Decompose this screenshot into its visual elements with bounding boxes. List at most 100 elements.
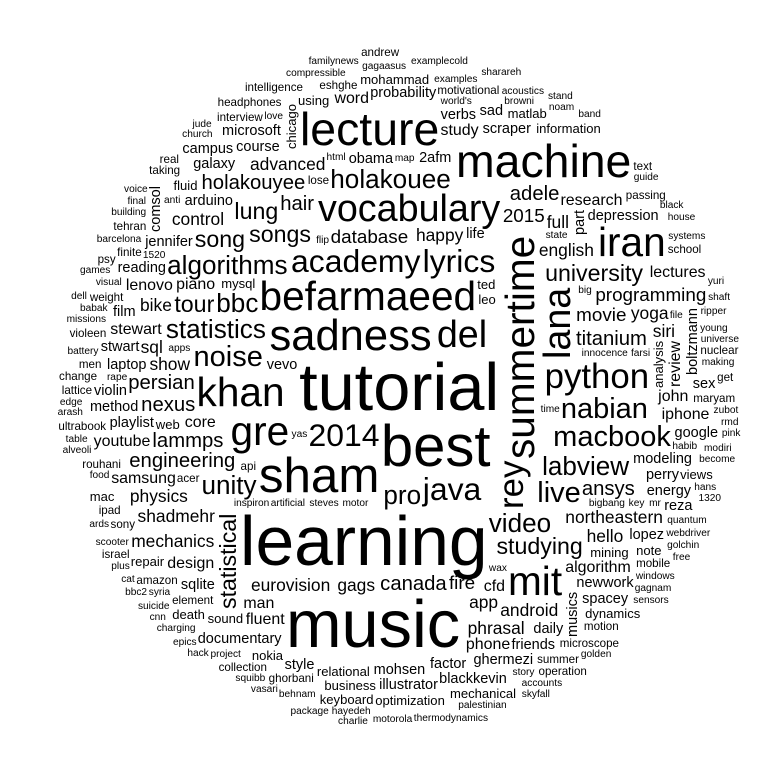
cloud-word: church <box>182 129 213 141</box>
cloud-word: academy <box>291 243 421 280</box>
cloud-word: api <box>240 460 257 474</box>
cloud-word: familynews <box>308 56 359 68</box>
cloud-word: motorola <box>372 714 413 726</box>
cloud-word: artificial <box>270 497 306 509</box>
cloud-word: shadmehr <box>137 505 215 526</box>
cloud-word: thermodynamics <box>413 712 489 724</box>
cloud-word: fluent <box>245 611 285 629</box>
cloud-word: big <box>578 284 592 296</box>
cloud-word: design <box>167 554 215 572</box>
cloud-word: lana <box>536 287 579 360</box>
cloud-word: lyrics <box>422 242 496 279</box>
cloud-word: operation <box>538 664 587 678</box>
cloud-word: get <box>717 370 734 384</box>
cloud-word: vevo <box>266 357 298 374</box>
cloud-word: windows <box>635 571 675 583</box>
cloud-word: full <box>546 211 569 232</box>
cloud-word: note <box>636 542 662 558</box>
cloud-word: adele <box>509 183 560 206</box>
cloud-word: state <box>545 230 568 242</box>
cloud-word: cat <box>121 574 135 585</box>
cloud-word: violeen <box>69 327 107 341</box>
cloud-word: bigbang <box>588 498 625 510</box>
cloud-word: tutorial <box>299 350 500 425</box>
cloud-word: voice <box>124 183 148 195</box>
cloud-word: 2afm <box>419 150 452 167</box>
cloud-word: mac <box>89 489 115 505</box>
cloud-word: canada <box>380 573 447 596</box>
cloud-word: making <box>701 357 735 369</box>
cloud-word: lattice <box>61 383 93 397</box>
cloud-word: engineering <box>129 449 236 472</box>
cloud-word: live <box>537 476 581 509</box>
cloud-word: course <box>236 138 280 155</box>
cloud-word: pink <box>721 428 741 440</box>
cloud-word: key <box>628 498 645 510</box>
cloud-word: daily <box>533 621 564 638</box>
cloud-word: love <box>264 111 283 123</box>
cloud-word: scooter <box>95 536 129 548</box>
cloud-word: gagnam <box>634 583 672 595</box>
cloud-word: webdriver <box>666 528 711 540</box>
cloud-word: amazon <box>136 573 178 587</box>
cloud-word: sharareh <box>481 66 522 78</box>
cloud-word: summer <box>537 652 579 666</box>
cloud-word: eurovision <box>250 575 331 596</box>
cloud-word: lenovo <box>125 277 173 295</box>
cloud-word: 2015 <box>502 204 545 226</box>
cloud-word: information <box>536 120 601 136</box>
cloud-word: men <box>78 358 102 372</box>
cloud-word: physics <box>129 485 188 506</box>
cloud-word: scraper <box>482 121 531 138</box>
cloud-word: jennifer <box>145 234 193 251</box>
cloud-word: analysis <box>650 340 666 389</box>
cloud-word: mr <box>649 498 661 510</box>
cloud-word: chicago <box>283 103 299 149</box>
cloud-word: mysql <box>221 276 256 292</box>
cloud-word: eshghe <box>319 78 358 92</box>
cloud-word: app <box>469 592 499 613</box>
cloud-word: acer <box>176 472 200 486</box>
cloud-word: ipad <box>98 504 121 518</box>
cloud-word: lose <box>307 173 330 187</box>
cloud-word: northeastern <box>565 507 663 528</box>
cloud-word: stwart <box>100 339 140 356</box>
cloud-word: violin <box>93 383 127 400</box>
cloud-word: hack <box>187 647 209 659</box>
cloud-word: maryam <box>693 391 736 405</box>
cloud-word: blackkevin <box>439 670 507 687</box>
cloud-word: business <box>324 678 376 694</box>
cloud-word: algorithm <box>565 559 631 577</box>
cloud-word: statistical <box>214 513 241 609</box>
cloud-word: vasari <box>250 683 278 695</box>
cloud-word: story <box>512 667 535 679</box>
cloud-word: suicide <box>137 601 170 613</box>
cloud-word: python <box>544 356 650 396</box>
cloud-word: tour <box>174 290 215 317</box>
cloud-word: del <box>436 312 488 355</box>
cloud-word: yas <box>291 428 308 440</box>
cloud-word: stand <box>547 90 573 102</box>
cloud-word: web <box>155 416 180 432</box>
cloud-word: illustrator <box>379 677 438 694</box>
cloud-word: golchin <box>667 540 700 552</box>
cloud-word: syria <box>148 587 171 599</box>
cloud-word: project <box>210 648 241 660</box>
cloud-word: iran <box>598 219 666 266</box>
cloud-word: charging <box>156 623 196 635</box>
cloud-word: palestinian <box>458 699 507 711</box>
cloud-word: vocabulary <box>318 187 501 230</box>
cloud-word: mohsen <box>373 662 426 679</box>
cloud-word: sad <box>479 103 504 120</box>
cloud-word: systems <box>668 231 706 243</box>
cloud-word: ted <box>477 277 496 293</box>
cloud-word: reading <box>117 260 166 277</box>
cloud-word: farsi <box>630 348 651 360</box>
cloud-word: iphone <box>661 406 710 424</box>
cloud-word: ripper <box>700 305 727 317</box>
cloud-word: ards <box>89 518 110 530</box>
cloud-word: learning <box>240 502 488 581</box>
cloud-word: review <box>667 340 685 387</box>
cloud-word: fire <box>448 572 476 594</box>
cloud-word: show <box>149 353 191 374</box>
